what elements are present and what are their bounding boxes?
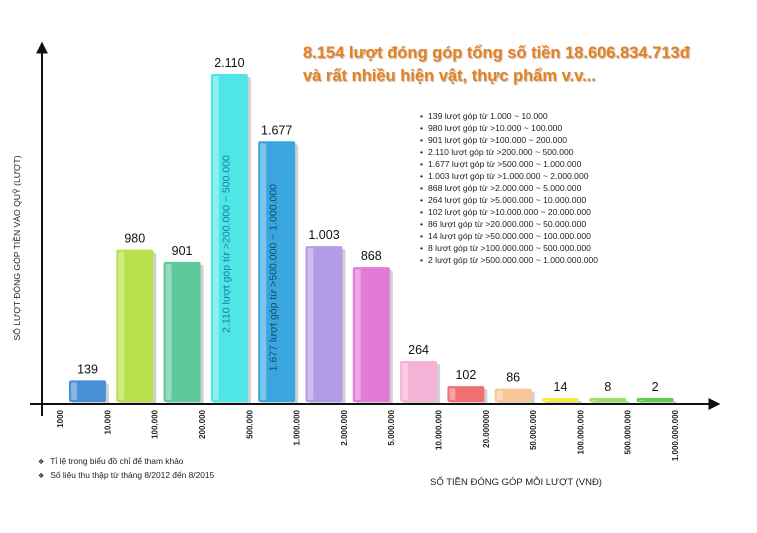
bar-annotation: 1.677 lượt góp từ >500.000 ~ 1.000.000 — [268, 184, 280, 371]
bar-annotation: 2.110 lượt góp từ >200.000 ~ 500.000 — [220, 155, 232, 333]
legend-item: 86 lượt góp từ >20.000.000 ~ 50.000.000 — [420, 218, 740, 230]
data-label: 86 — [506, 371, 520, 385]
legend-item: 901 lượt góp từ >100.000 ~ 200.000 — [420, 134, 740, 146]
legend-item: 14 lượt góp từ >50.000.000 ~ 100.000.000 — [420, 230, 740, 242]
legend-item: 868 lượt góp từ >2.000.000 ~ 5.000.000 — [420, 182, 740, 194]
bar — [589, 398, 627, 402]
x-tick-label: 2.000.000 — [340, 409, 349, 445]
x-tick-label: 5.000.000 — [387, 409, 396, 445]
headline-line-2: và rất nhiều hiện vật, thực phẩm v.v... — [303, 67, 596, 85]
bar-highlight — [212, 75, 219, 400]
legend-item: 139 lượt góp từ 1.000 ~ 10.000 — [420, 110, 740, 122]
bar — [542, 398, 579, 402]
bar — [69, 380, 106, 402]
legend-item: 264 lượt góp từ >5.000.000 ~ 10.000.000 — [420, 194, 740, 206]
data-label: 264 — [408, 343, 429, 357]
bar — [116, 249, 154, 402]
bar-highlight — [449, 388, 456, 400]
x-tick-label: 10.000.000 — [435, 409, 444, 450]
bar — [210, 73, 248, 402]
bar-highlight — [260, 143, 267, 400]
x-axis-label: SỐ TIỀN ĐÓNG GÓP MỖI LƯỢT (VNĐ) — [430, 476, 602, 488]
headline: 8.154 lượt đóng góp tổng số tiền 18.606.… — [303, 42, 753, 88]
x-tick-label: 500.000 — [245, 409, 254, 438]
bar-highlight — [354, 269, 361, 400]
data-label: 14 — [554, 380, 568, 394]
bar — [352, 267, 390, 402]
y-axis-label: SỐ LƯỢT ĐÓNG GÓP TIỀN VÀO QUỸ (LƯỢT) — [11, 155, 22, 340]
data-label: 139 — [77, 362, 98, 376]
x-tick-label: 500.000.000 — [624, 409, 633, 454]
data-label: 2 — [652, 380, 659, 394]
footnote: Tỉ lệ trong biểu đồ chỉ để tham khảo — [38, 455, 298, 469]
bar — [400, 360, 438, 402]
x-tick-label: 10.000 — [103, 409, 112, 434]
headline-line-1: 8.154 lượt đóng góp tổng số tiền 18.606.… — [303, 44, 690, 62]
bar — [636, 398, 674, 402]
x-tick-label: 1.000.000.000 — [671, 409, 680, 461]
x-tick-label: 200.000 — [198, 409, 207, 438]
data-label: 2.110 — [214, 56, 244, 70]
bar-highlight — [71, 382, 77, 400]
legend-item: 8 lượt góp từ >100.000.000 ~ 500.000.000 — [420, 242, 740, 254]
data-label: 1.677 — [261, 123, 292, 137]
x-tick-label: 1000 — [56, 409, 65, 427]
bar — [305, 246, 343, 402]
legend-item: 2 lượt góp từ >500.000.000 ~ 1.000.000.0… — [420, 254, 740, 266]
bar — [494, 388, 532, 402]
legend: 139 lượt góp từ 1.000 ~ 10.000 980 lượt … — [420, 110, 740, 266]
x-tick-label: 100.000 — [151, 409, 160, 438]
data-label: 980 — [124, 232, 145, 246]
footnote: Số liệu thu thập từ tháng 8/2012 đến 8/2… — [38, 469, 298, 483]
x-tick-label: 20.000000 — [482, 409, 491, 447]
bar-highlight — [638, 400, 645, 401]
bar — [447, 386, 485, 402]
bar-highlight — [496, 390, 503, 400]
legend-item: 1.677 lượt góp từ >500.000 ~ 1.000.000 — [420, 158, 740, 170]
legend-item: 2.110 lượt góp từ >200.000 ~ 500.000 — [420, 146, 740, 158]
legend-item: 102 lượt góp từ >10.000.000 ~ 20.000.000 — [420, 206, 740, 218]
data-label: 1.003 — [308, 228, 339, 242]
bar-highlight — [118, 251, 125, 400]
bar-highlight — [402, 362, 409, 400]
footnotes: Tỉ lệ trong biểu đồ chỉ để tham khảo Số … — [38, 455, 298, 483]
data-label: 102 — [455, 368, 476, 382]
data-label: 901 — [172, 244, 193, 258]
data-label: 8 — [604, 380, 611, 394]
x-tick-label: 50.000.000 — [529, 409, 538, 450]
x-tick-label: 1.000.000 — [293, 409, 302, 445]
bar-highlight — [544, 400, 550, 401]
data-label: 868 — [361, 249, 382, 263]
bar-highlight — [591, 400, 598, 401]
legend-item: 980 lượt góp từ >10.000 ~ 100.000 — [420, 122, 740, 134]
bar-highlight — [307, 248, 314, 400]
bar — [258, 141, 296, 402]
x-tick-label: 100.000.000 — [576, 409, 585, 454]
bar-highlight — [165, 263, 172, 400]
legend-item: 1.003 lượt góp từ >1.000.000 ~ 2.000.000 — [420, 170, 740, 182]
bar — [163, 261, 201, 402]
